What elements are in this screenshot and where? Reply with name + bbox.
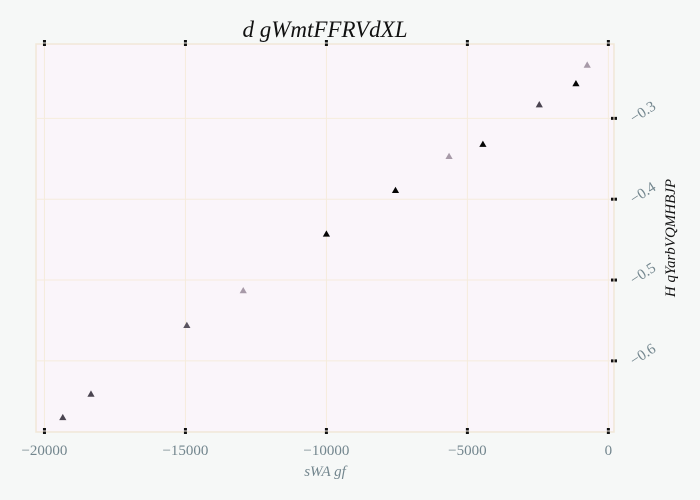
x-tick-label: −20000	[21, 443, 67, 459]
x-tick-mark-top	[465, 40, 469, 43]
x-tick-mark-top	[324, 43, 328, 46]
y-tick-mark	[611, 116, 614, 120]
plot-area: −20000 −15000 −10000 −5000 0−0.3−0.4−0.5−0.6	[21, 40, 659, 459]
x-tick-mark-top	[42, 40, 46, 43]
y-tick-mark	[614, 359, 617, 363]
y-tick-mark	[614, 278, 617, 282]
data-point	[535, 101, 543, 108]
y-axis-title: H qYarbVQMHBJP	[663, 179, 679, 298]
chart-title: d gWmtFFRVdXL	[242, 17, 407, 42]
x-tick-mark-top	[324, 40, 328, 43]
data-point	[445, 152, 453, 160]
x-axis-title: sWA gf	[304, 464, 347, 480]
y-tick-mark	[614, 197, 617, 201]
x-tick-mark-top	[465, 43, 469, 46]
x-tick-mark-top	[606, 43, 610, 46]
x-tick-mark-bottom	[42, 428, 46, 431]
x-tick-mark-top	[183, 40, 187, 43]
x-tick-label: 0	[605, 443, 613, 459]
data-point	[479, 140, 487, 147]
x-tick-label: −10000	[303, 443, 349, 459]
x-tick-mark-top	[42, 43, 46, 46]
x-tick-mark-top	[183, 43, 187, 46]
data-point	[572, 80, 580, 87]
data-point	[583, 61, 591, 68]
data-point	[183, 321, 191, 328]
x-tick-mark-bottom	[183, 428, 187, 431]
data-point	[322, 230, 331, 237]
x-tick-mark-bottom	[465, 431, 469, 434]
x-tick-mark-bottom	[183, 431, 187, 434]
x-tick-mark-bottom	[324, 428, 328, 431]
x-tick-mark-top	[606, 40, 610, 43]
data-point	[391, 186, 400, 194]
x-tick-label: −5000	[448, 443, 486, 459]
data-point	[59, 413, 67, 421]
x-tick-label: −15000	[162, 443, 208, 459]
y-tick-mark	[611, 359, 614, 363]
y-tick-mark	[611, 278, 614, 282]
plot-background	[35, 43, 615, 433]
x-tick-mark-bottom	[606, 428, 610, 431]
x-tick-mark-bottom	[42, 431, 46, 434]
data-point	[239, 286, 247, 294]
x-tick-mark-bottom	[324, 431, 328, 434]
y-tick-mark	[614, 116, 617, 120]
y-tick-mark	[611, 197, 614, 201]
x-tick-mark-bottom	[606, 431, 610, 434]
x-tick-mark-bottom	[465, 428, 469, 431]
data-point	[87, 390, 95, 397]
